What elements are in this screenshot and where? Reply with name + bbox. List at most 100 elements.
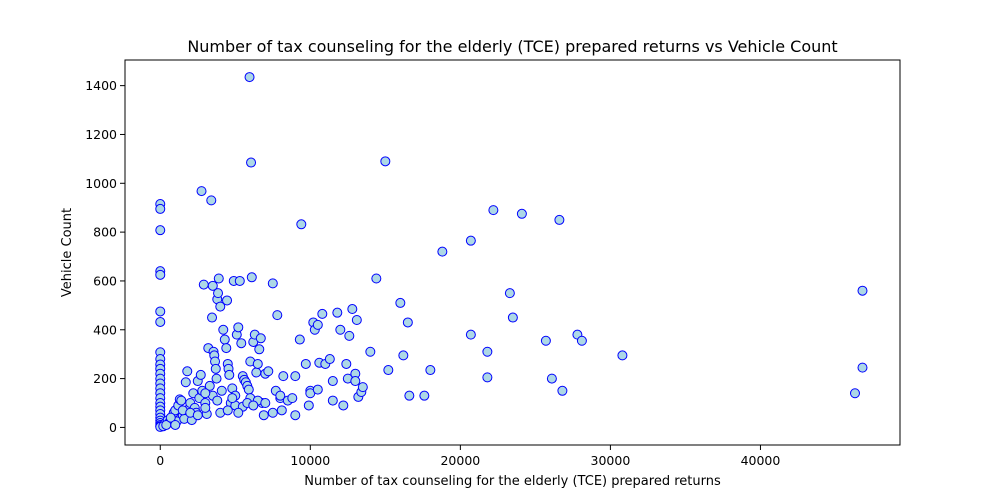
chart-title: Number of tax counseling for the elderly… <box>187 37 837 56</box>
data-point <box>419 390 430 401</box>
data-point <box>260 398 271 409</box>
data-point <box>222 405 233 416</box>
data-point <box>204 380 215 391</box>
data-point <box>482 346 493 357</box>
data-point <box>170 419 181 430</box>
data-point <box>222 295 233 306</box>
data-point <box>207 280 218 291</box>
data-point <box>216 385 227 396</box>
data-point <box>857 285 868 296</box>
data-point <box>425 365 436 376</box>
data-point <box>210 363 221 374</box>
y-tick-label: 1400 <box>85 78 117 93</box>
data-point <box>221 343 232 354</box>
x-tick-label: 0 <box>156 453 164 468</box>
data-point <box>341 358 352 369</box>
data-point <box>351 315 362 325</box>
data-point <box>290 371 301 382</box>
data-point <box>155 269 166 280</box>
data-point <box>617 350 628 361</box>
data-point <box>294 334 305 345</box>
data-point <box>344 330 355 341</box>
data-point <box>213 273 224 284</box>
data-point <box>219 334 230 345</box>
data-point <box>212 395 223 406</box>
data-point <box>180 377 191 388</box>
data-point <box>155 225 166 236</box>
data-point <box>211 373 222 384</box>
data-point <box>504 288 515 299</box>
data-point <box>357 382 368 393</box>
data-point <box>236 338 247 349</box>
y-tick-label: 1200 <box>85 127 117 142</box>
data-point <box>182 366 193 377</box>
data-point <box>540 335 551 346</box>
data-point <box>263 366 274 377</box>
data-point <box>365 346 376 357</box>
data-point <box>248 400 259 411</box>
data-point <box>224 369 235 380</box>
y-tick-label: 400 <box>93 322 117 337</box>
data-point <box>324 354 335 365</box>
data-point <box>155 316 166 327</box>
data-point <box>227 393 238 404</box>
data-point <box>252 358 263 369</box>
y-tick-label: 800 <box>93 225 117 240</box>
data-point <box>327 395 338 406</box>
data-point <box>327 376 338 387</box>
data-point <box>404 390 415 401</box>
data-point <box>267 278 278 289</box>
x-tick-label: 40000 <box>741 453 781 468</box>
data-point <box>335 324 346 335</box>
plot-area <box>124 59 901 446</box>
data-point <box>287 393 298 404</box>
data-point <box>275 390 286 401</box>
data-point <box>554 214 565 225</box>
data-point <box>198 279 209 290</box>
data-point <box>516 208 527 219</box>
data-point <box>350 376 361 387</box>
data-point <box>246 157 257 168</box>
data-point <box>207 312 218 323</box>
data-point <box>234 275 245 286</box>
data-point <box>218 324 229 335</box>
x-tick-label: 30000 <box>591 453 631 468</box>
data-point <box>317 308 328 319</box>
data-point <box>347 304 358 315</box>
data-point <box>155 203 166 214</box>
data-point <box>312 384 323 395</box>
data-point <box>255 333 266 344</box>
data-point <box>276 405 287 416</box>
data-point <box>272 310 283 321</box>
data-point <box>465 329 476 340</box>
data-point <box>395 297 406 308</box>
data-point <box>849 388 860 399</box>
y-tick-label: 0 <box>109 420 117 435</box>
data-point <box>383 365 394 376</box>
data-point <box>488 205 499 216</box>
data-point <box>200 388 211 399</box>
x-axis-ticks: 0 10000 20000 30000 40000 <box>156 445 780 468</box>
data-point <box>482 372 493 383</box>
data-point <box>176 395 187 406</box>
data-point <box>213 288 224 299</box>
data-point <box>243 384 254 395</box>
y-tick-label: 200 <box>93 371 117 386</box>
data-point <box>278 371 289 382</box>
data-point <box>380 156 391 167</box>
data-point <box>290 410 301 421</box>
data-point <box>546 373 557 384</box>
data-point <box>371 273 382 284</box>
data-point <box>251 367 262 378</box>
x-tick-label: 10000 <box>290 453 330 468</box>
data-point <box>465 235 476 246</box>
x-tick-label: 20000 <box>440 453 480 468</box>
data-point <box>437 246 448 257</box>
data-point <box>244 72 255 83</box>
data-point <box>206 195 217 206</box>
y-axis-ticks: 0 200 400 600 800 1000 1200 1400 <box>85 78 125 435</box>
data-point <box>233 407 244 418</box>
data-point <box>246 272 257 283</box>
y-tick-label: 600 <box>93 273 117 288</box>
